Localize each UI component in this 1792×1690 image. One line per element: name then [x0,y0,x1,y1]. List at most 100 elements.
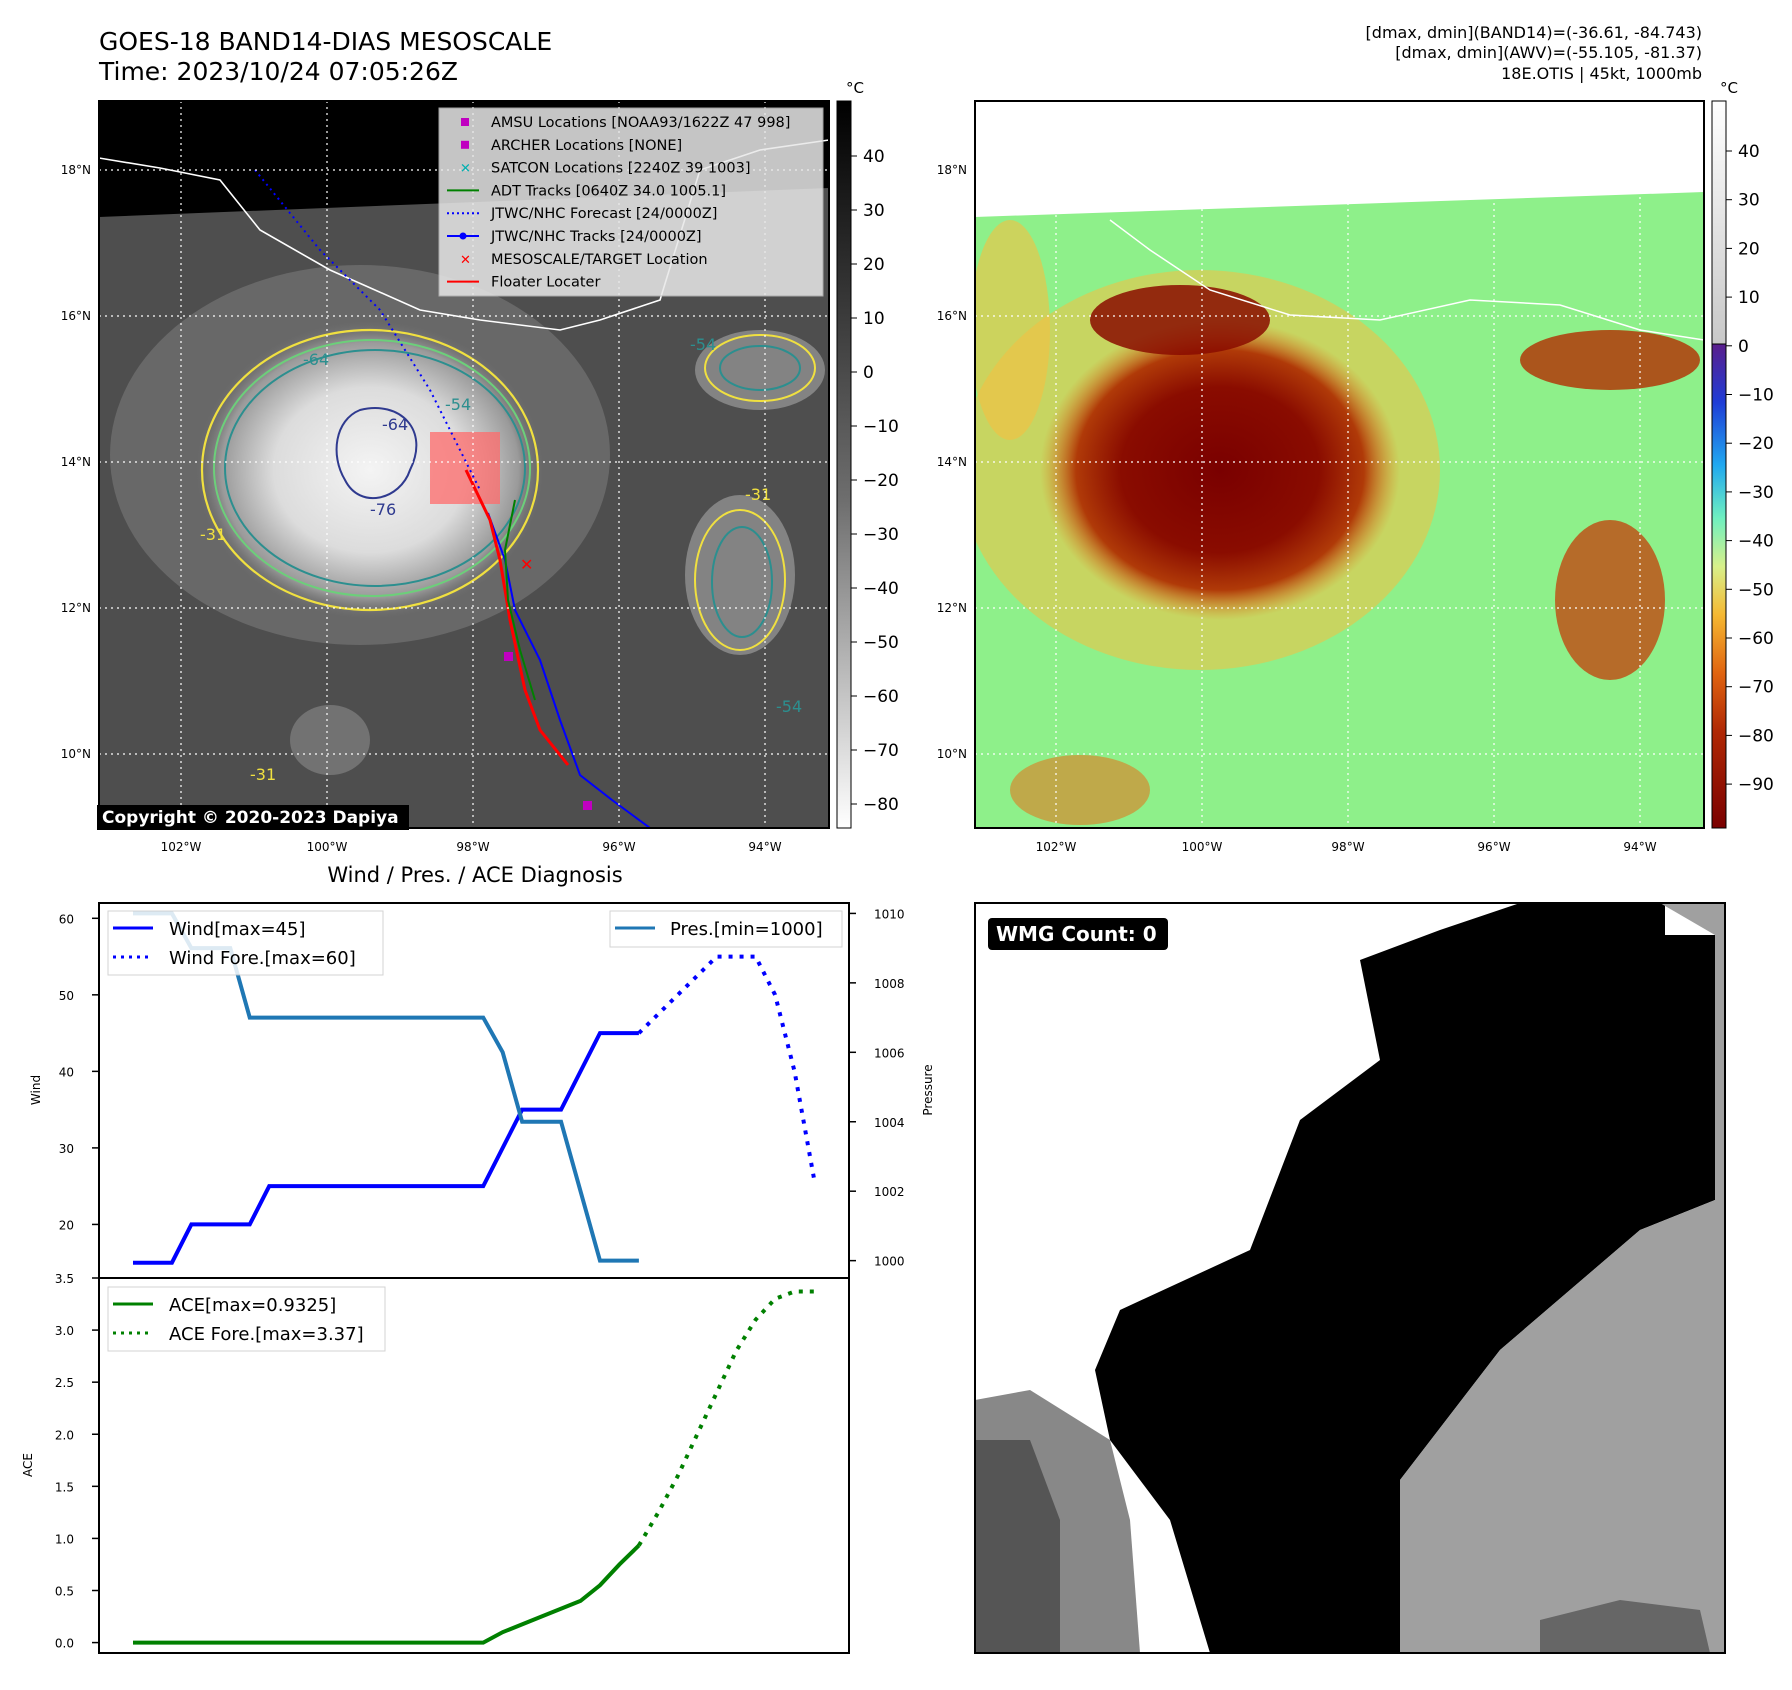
ytick-label: 2.0 [55,1428,74,1442]
awv-lat-label: 14°N [937,455,967,469]
target-x-marker: ✕ [520,555,533,574]
lat-label: 18°N [61,163,91,177]
awv-colorbar: °C 40 30 20 10 0 −10 −20 −30 −40 −50 −60 −70 −80 −90 [1711,79,1774,829]
legend-label: AMSU Locations [NOAA93/1622Z 47 998] [491,115,790,131]
awv-satellite-panel: 18°N 16°N 14°N 12°N 10°N 102°W 100°W 98°W 96°W 9… [937,100,1705,854]
wind-legend-box [107,910,384,976]
colorbar-ramp-upper [1711,100,1727,345]
awv-gridlines [975,101,1704,828]
legend-label-pressure: Pres.[min=1000] [670,919,823,940]
legend-label-ace-forecast: ACE Fore.[max=3.37] [169,1324,364,1345]
contour-east-teal [711,526,773,638]
colorbar-ticks: 40 30 20 10 0 −10 −20 −30 −40 −50 −60 −70 −80 [851,147,899,815]
contour-label: -76 [370,500,396,519]
colorbar-tick-label: −20 [863,471,899,491]
contour-labels: -64 -64 -76 -54 -54 -31 -31 -31 -54 [200,335,802,784]
contour-label: -31 [250,765,276,784]
legend-marker [461,140,469,149]
lon-label: 100°W [307,840,348,854]
wind-line [133,1031,639,1265]
figure-time: Time: 2023/10/24 07:05:26Z [98,57,458,86]
ytick-label: 1008 [874,977,905,991]
diagnosis-title: Wind / Pres. / ACE Diagnosis [327,863,622,887]
awv-lat-labels: 18°N 16°N 14°N 12°N 10°N [937,163,967,761]
lat-label: 10°N [61,747,91,761]
colorbar-tick-label: −60 [863,687,899,707]
lon-label: 94°W [748,840,781,854]
contour-navy [335,407,418,499]
wmg-panel: WMG Count: 0 [974,902,1726,1654]
legend-label: JTWC/NHC Forecast [24/0000Z] [490,206,717,222]
colorbar-ramp-lower [1711,343,1727,829]
ytick-label: 2.5 [55,1376,74,1390]
lon-label: 98°W [456,840,489,854]
colorbar-tick-label: 10 [863,309,885,329]
legend-marker: ✕ [460,162,471,177]
awv-cluster-east [1555,520,1665,680]
colorbar-tick-label: −10 [863,417,899,437]
mesoscale-target-box [430,432,500,504]
awv-lat-label: 10°N [937,747,967,761]
ytick-label: 1010 [874,907,905,921]
legend-label: JTWC/NHC Tracks [24/0000Z] [490,229,702,245]
ytick-label: 1.0 [55,1532,74,1546]
ytick-label: 1004 [874,1116,905,1130]
awv-lat-label: 18°N [937,163,967,177]
contour-teal [224,349,526,587]
awv-lon-labels: 102°W 100°W 98°W 96°W 94°W [1036,840,1657,854]
legend-label: SATCON Locations [2240Z 39 1003] [491,161,750,177]
pressure-axis-label: Pressure [921,1064,935,1115]
legend-marker: ✕ [460,253,471,268]
wind-yticks: 20 30 40 50 60 [59,912,99,1232]
contour-label: -54 [776,697,802,716]
amsu-marker [583,801,592,810]
colorbar-tick-label: −70 [1738,678,1774,698]
colorbar-tick-label: 0 [863,363,874,383]
legend-label: Floater Locater [491,275,600,291]
lat-label: 12°N [61,601,91,615]
awv-lon-label: 94°W [1623,840,1656,854]
ytick-label: 1006 [874,1046,905,1060]
ytick-label: 3.0 [55,1324,74,1338]
colorbar-ticks: 40 30 20 10 0 −10 −20 −30 −40 −50 −60 −70 −80 −90 [1726,142,1774,795]
colorbar-tick-label: −80 [863,795,899,815]
awv-frame [974,100,1705,829]
band14-satellite-panel: ✕ 18°N 16°N 14°N 12°N 10°N 102°W 100°W 98°W 96°… [61,100,830,854]
ytick-label: 1000 [874,1255,905,1269]
legend-label: ADT Tracks [0640Z 34.0 1005.1] [491,183,726,199]
lat-label: 16°N [61,309,91,323]
lat-labels: 18°N 16°N 14°N 12°N 10°N [61,163,91,761]
contour-label: -54 [690,335,716,354]
colorbar-tick-label: −50 [863,633,899,653]
colorbar-tick-label: −60 [1738,629,1774,649]
awv-lon-label: 100°W [1182,840,1223,854]
colorbar-tick-label: −40 [1738,532,1774,552]
contour-label: -54 [445,395,471,414]
band14-colorbar: °C 40 30 20 10 0 −10 −20 −30 −40 −50 −60 −70 −80 [836,79,899,829]
lon-label: 96°W [602,840,635,854]
stats-band14: [dmax, dmin](BAND14)=(-36.61, -84.743) [1366,23,1702,42]
contour-label: -31 [200,525,226,544]
ytick-label: 20 [59,1218,74,1232]
awv-cluster-south [1010,755,1150,825]
ytick-label: 3.5 [55,1272,74,1286]
lon-labels: 102°W 100°W 98°W 96°W 94°W [161,840,782,854]
awv-storm-core [1040,320,1400,620]
figure-title: GOES-18 BAND14-DIAS MESOSCALE [99,27,552,56]
ace-chart: ACE 0.0 0.5 1.0 1.5 2.0 2.5 3.0 3.5 ACE[max=0.9… [21,1272,850,1654]
ace-axis-label: ACE [21,1453,35,1477]
colorbar-tick-label: 20 [1738,239,1760,259]
awv-band-north [1090,285,1270,355]
colorbar-tick-label: 30 [863,201,885,221]
colorbar-tick-label: 40 [1738,142,1760,162]
copyright-box [97,805,409,830]
legend-label-wind: Wind[max=45] [169,919,306,940]
awv-lon-label: 96°W [1477,840,1510,854]
wind-axis-label: Wind [29,1075,43,1105]
stats-awv: [dmax, dmin](AWV)=(-55.105, -81.37) [1395,43,1702,62]
awv-lat-label: 12°N [937,601,967,615]
colorbar-tick-label: −30 [1738,483,1774,503]
ytick-label: 0.0 [55,1637,74,1651]
colorbar-tick-label: 20 [863,255,885,275]
